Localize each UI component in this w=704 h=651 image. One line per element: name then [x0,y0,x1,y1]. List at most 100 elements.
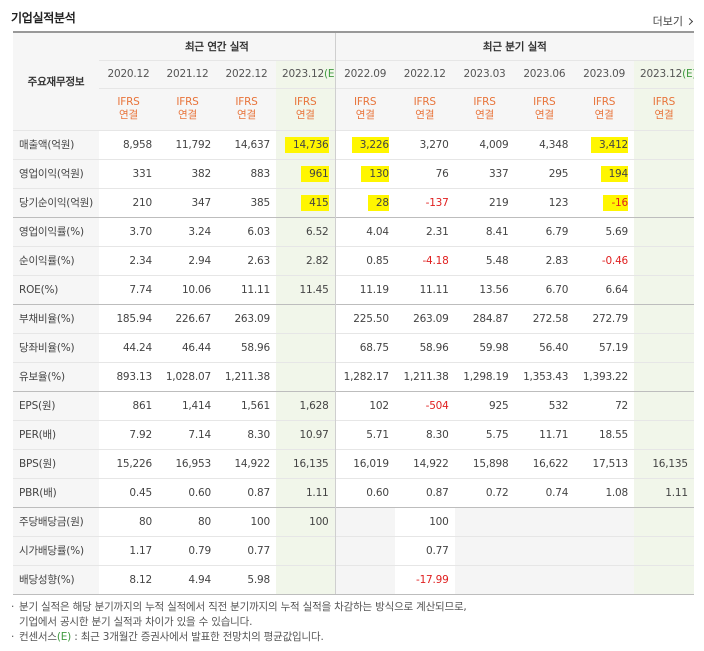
table-cell: 1,282.17 [334,361,395,391]
table-cell [634,274,694,304]
row-label: 배당성향(%) [13,564,99,595]
table-cell [334,506,395,536]
table-cell: 0.60 [334,477,395,507]
table-cell: 1.08 [574,477,635,507]
table-cell [276,535,336,565]
table-cell: 6.52 [276,216,336,246]
table-cell: 102 [334,390,395,420]
table-cell [574,564,635,595]
ifrs-header: IFRS 연결 [394,87,455,130]
ifrs-header: IFRS 연결 [454,87,515,130]
table-cell: 331 [99,158,158,188]
table-cell: 337 [454,158,515,188]
table-row: 유보율(%) 893.13 1,028.07 1,211.38 1,282.17 1,21… [13,361,694,391]
ifrs-header: IFRS 연결 [99,87,158,130]
table-cell: -16 [574,187,635,217]
table-row: 당기순이익(억원) 210 347 385 415 28 -137 219 123 -16 [13,187,694,217]
row-label: 당좌비율(%) [13,332,99,362]
table-cell: 194 [574,158,635,188]
table-cell: 1,028.07 [158,361,217,391]
table-cell: 1,353.43 [514,361,575,391]
table-cell: 2.83 [514,245,575,275]
table-cell: 1,414 [158,390,217,420]
table-row: 영업이익(억원) 331 382 883 961 130 76 337 295 194 [13,158,694,188]
table-cell: 2.94 [158,245,217,275]
table-cell [634,535,694,565]
table-cell [634,506,694,536]
period-header: 2023.12(E) [634,59,694,88]
period-header: 2022.12 [217,59,276,88]
table-row: 매출액(억원) 8,958 11,792 14,637 14,736 3,226 3,270… [13,129,694,159]
table-cell: 5.75 [454,419,515,449]
table-cell: 0.72 [454,477,515,507]
estimate-mark: (E) [682,68,694,80]
table-cell [454,564,515,595]
table-cell: 100 [394,506,455,536]
table-cell: 1,561 [217,390,276,420]
table-cell: 68.75 [334,332,395,362]
table-cell: 8.41 [454,216,515,246]
table-cell: 0.60 [158,477,217,507]
table-cell: 532 [514,390,575,420]
table-cell [334,535,395,565]
table-cell: 2.31 [394,216,455,246]
table-cell: 0.77 [394,535,455,565]
table-cell: 5.48 [454,245,515,275]
table-cell: 7.14 [158,419,217,449]
table-cell: 11.11 [394,274,455,304]
table-cell: 80 [99,506,158,536]
row-label: 당기순이익(억원) [13,187,99,217]
table-cell: 100 [217,506,276,536]
row-label: 순이익률(%) [13,245,99,275]
row-label: ROE(%) [13,274,99,304]
ifrs-header: IFRS 연결 [217,87,276,130]
table-cell [514,535,575,565]
table-row: 시가배당률(%) 1.17 0.79 0.77 0.77 [13,535,694,565]
more-link-label: 더보기 [652,15,683,28]
table-cell: 80 [158,506,217,536]
table-cell [634,245,694,275]
table-row: PBR(배) 0.45 0.60 0.87 1.11 0.60 0.87 0.72 0.74 1.… [13,477,694,507]
table-cell: 11.71 [514,419,575,449]
table-row: 부채비율(%) 185.94 226.67 263.09 225.50 263.09 284… [13,303,694,333]
table-cell [634,419,694,449]
table-row: 영업이익률(%) 3.70 3.24 6.03 6.52 4.04 2.31 8.41 6.79… [13,216,694,246]
footnote-consensus: · 컨센서스(E) : 최근 3개월간 증권사에서 발표한 전망치의 평균값입니다… [11,631,324,643]
table-cell: 6.64 [574,274,635,304]
table-cell: 415 [276,187,336,217]
table-cell [276,564,336,595]
period-header: 2023.06 [514,59,575,88]
table-cell: 2.63 [217,245,276,275]
more-link[interactable]: 더보기 [652,13,694,29]
table-cell: 263.09 [217,303,276,333]
table-cell: 72 [574,390,635,420]
table-cell: 272.79 [574,303,635,333]
ifrs-header: IFRS 연결 [334,87,395,130]
table-cell: 1,211.38 [217,361,276,391]
table-cell: 14,736 [276,129,336,159]
table-cell [514,506,575,536]
table-cell: 1,211.38 [394,361,455,391]
table-cell [634,390,694,420]
table-cell: 18.55 [574,419,635,449]
table-cell: 0.87 [217,477,276,507]
table-cell: 11,792 [158,129,217,159]
table-cell: 5.69 [574,216,635,246]
table-cell: 883 [217,158,276,188]
table-cell: 2.82 [276,245,336,275]
estimate-mark: (E) [324,68,335,80]
table-cell: 8.30 [217,419,276,449]
table-cell: 13.56 [454,274,515,304]
table-cell [574,535,635,565]
table-cell [514,564,575,595]
row-label: PER(배) [13,419,99,449]
table-cell [276,332,336,362]
table-cell: 28 [334,187,395,217]
period-header: 2021.12 [158,59,217,88]
table-cell: 6.03 [217,216,276,246]
period-header: 2020.12 [99,59,158,88]
table-cell: 58.96 [217,332,276,362]
table-row: BPS(원) 15,226 16,953 14,922 16,135 16,019 14,9… [13,448,694,478]
table-cell [634,564,694,595]
table-cell: 1.17 [99,535,158,565]
